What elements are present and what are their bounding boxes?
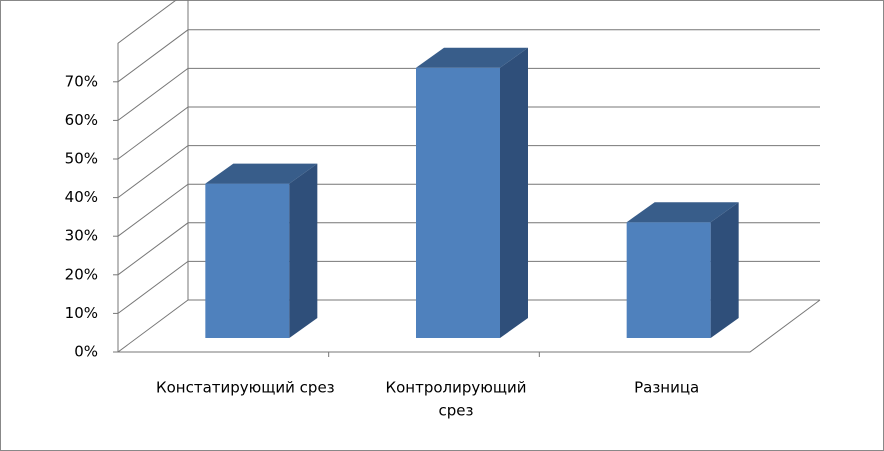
y-tick-label: 40% [65, 188, 98, 206]
y-tick-label: 0% [74, 343, 98, 361]
grid-line [117, 67, 820, 121]
y-tick-label: 10% [65, 304, 98, 322]
bar-top [626, 202, 739, 223]
y-tick-label: 30% [65, 227, 98, 245]
grid-line [117, 29, 820, 83]
bar [416, 67, 500, 339]
grid-line [117, 145, 820, 199]
bar-top [205, 163, 318, 184]
bar-side [500, 47, 528, 339]
y-tick-label: 60% [65, 111, 98, 129]
axis-wall [117, 0, 177, 352]
grid-line [117, 222, 820, 276]
bar [205, 183, 290, 338]
y-tick-label: 70% [65, 72, 98, 90]
x-tick-label: Разница [634, 379, 699, 397]
bar-top [416, 47, 528, 68]
grid-line [117, 299, 820, 353]
x-tick-label: Констатирующий срез [156, 379, 335, 397]
bar [626, 222, 711, 338]
grid-line [117, 260, 820, 314]
y-tick-label: 20% [65, 265, 98, 283]
bar-side [289, 163, 318, 338]
grid-line [117, 106, 820, 160]
bar-side [710, 202, 739, 338]
grid-line [117, 183, 820, 237]
x-tick-label: срез [439, 402, 474, 420]
y-tick-label: 50% [65, 150, 98, 168]
x-tick-label: Контролирующий [385, 379, 526, 397]
